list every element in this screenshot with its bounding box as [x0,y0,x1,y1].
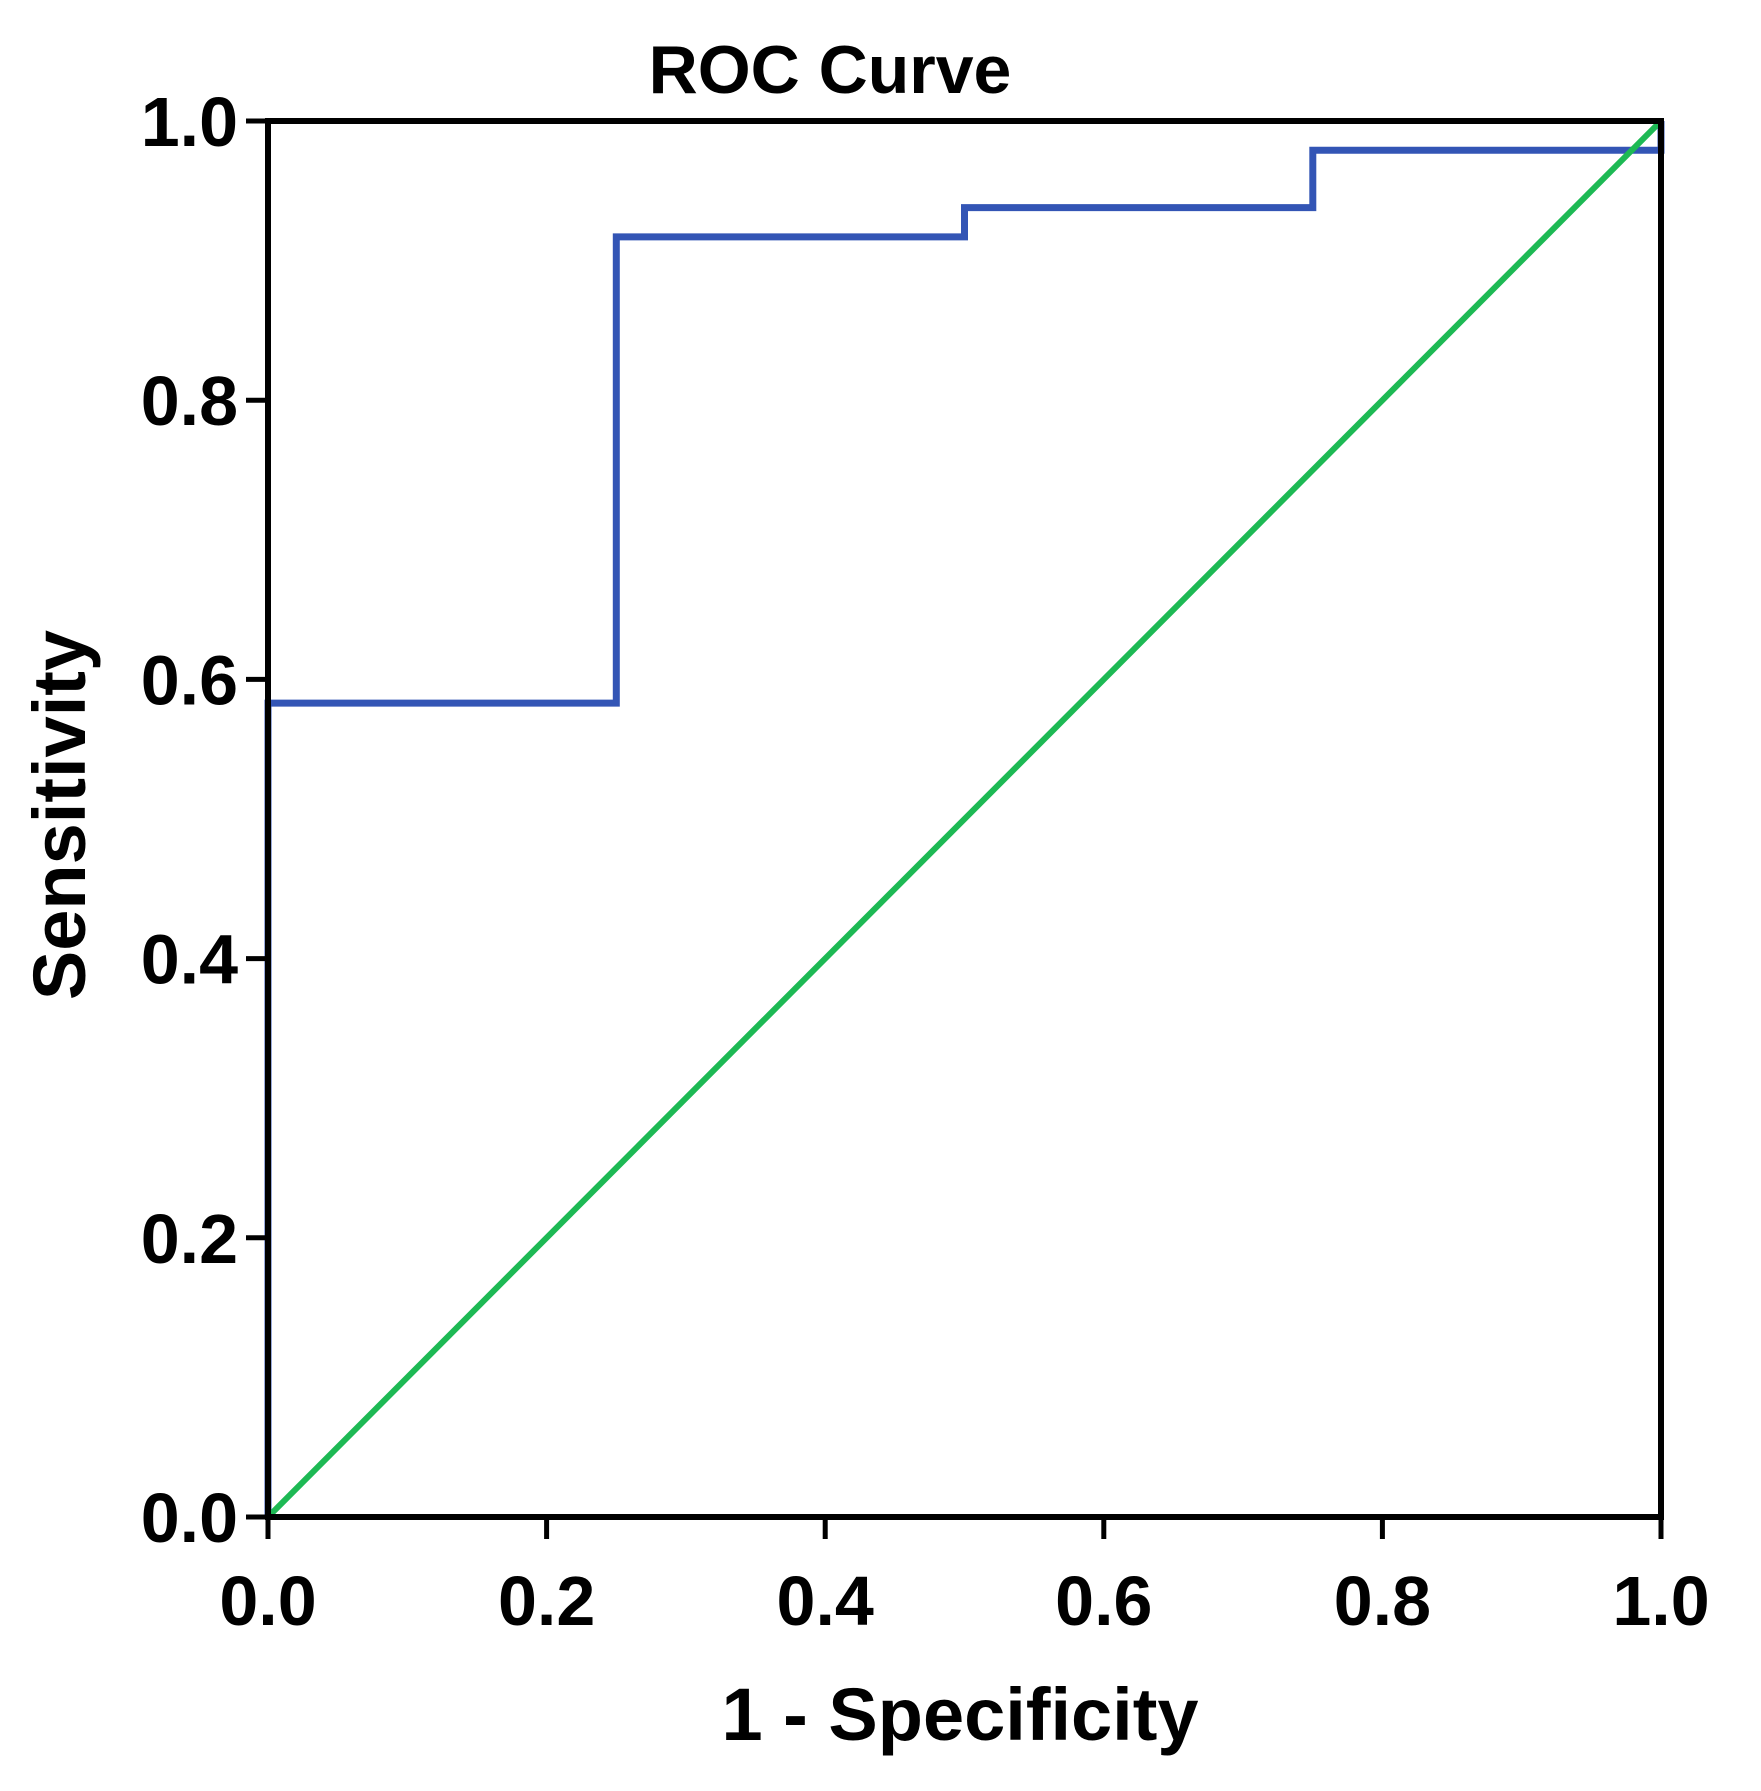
x-tick-label: 0.2 [498,1562,595,1640]
reference-diagonal-line [265,118,1664,1520]
x-axis: 0.0 0.2 0.4 0.6 0.8 1.0 [219,1517,1710,1640]
roc-curve-line [264,121,1665,1517]
chart-title: ROC Curve [649,32,1012,108]
x-tick-label: 0.6 [1055,1562,1152,1640]
x-tick-label: 0.0 [219,1562,316,1640]
series-layer [264,118,1665,1520]
y-tick-label: 0.4 [141,921,238,999]
plot-frame [265,118,1664,1520]
y-tick-label: 1.0 [141,83,238,161]
y-tick-label: 0.8 [141,362,238,440]
y-axis: 0.0 0.2 0.4 0.6 0.8 1.0 [141,83,268,1557]
y-tick-label: 0.2 [141,1200,238,1278]
x-axis-label: 1 - Specificity [721,1673,1198,1756]
plot-border [265,118,1664,1520]
x-tick-label: 0.4 [777,1562,874,1640]
y-tick-label: 0.0 [141,1479,238,1557]
y-axis-label: Sensitivity [18,630,101,1000]
y-tick-label: 0.6 [141,641,238,719]
x-tick-label: 1.0 [1612,1562,1709,1640]
x-tick-label: 0.8 [1334,1562,1431,1640]
